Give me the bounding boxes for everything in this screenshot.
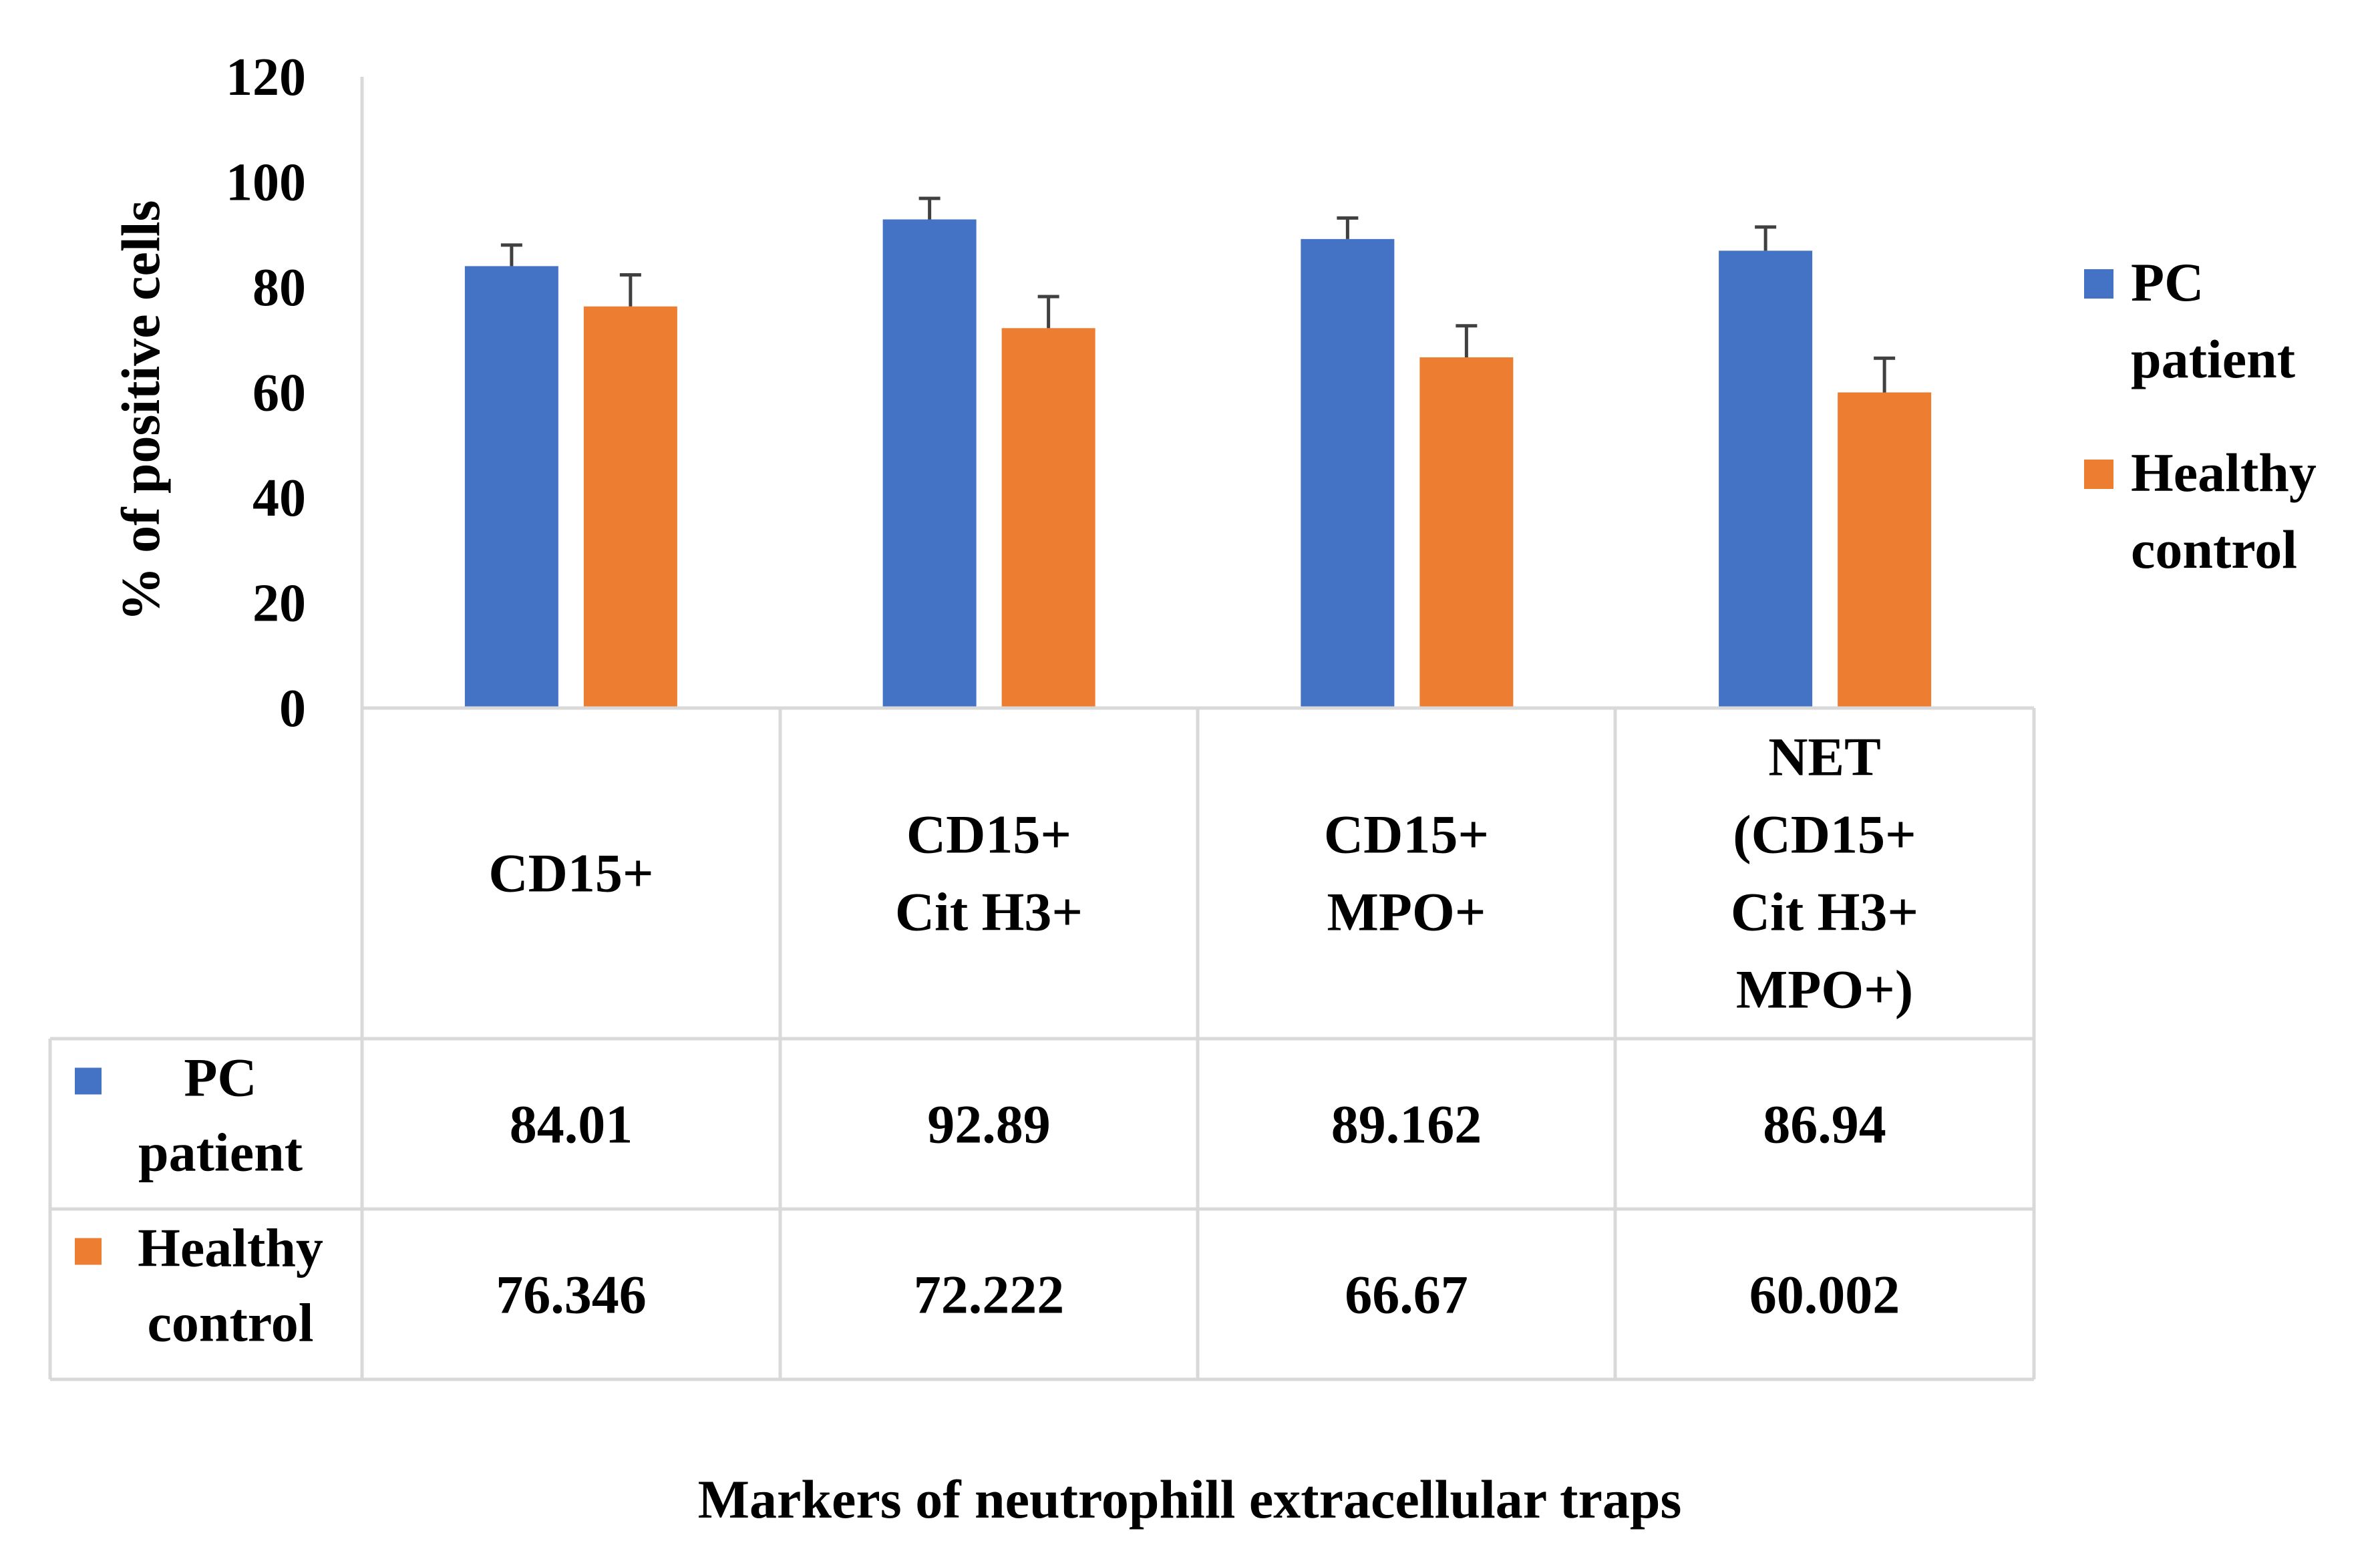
data-label: 92.89 xyxy=(927,1094,1051,1155)
category-label: (CD15+ xyxy=(1733,804,1916,865)
legend-label: patient xyxy=(2131,329,2295,389)
category-label: Cit H3+ xyxy=(1731,882,1918,942)
legend-label: control xyxy=(2131,519,2297,580)
table-row-label: control xyxy=(147,1292,313,1353)
bar xyxy=(1301,238,1395,708)
y-tick-label: 0 xyxy=(279,679,306,738)
table-legend-key xyxy=(75,1067,102,1095)
category-label: CD15+ xyxy=(1324,804,1489,865)
x-axis-label: Markers of neutrophill extracellular tra… xyxy=(698,1469,1682,1530)
legend: PC patient Healthy control xyxy=(2084,252,2317,580)
legend-label: PC xyxy=(2131,252,2204,313)
bar xyxy=(1419,357,1514,708)
y-tick-label: 60 xyxy=(252,364,306,423)
bar xyxy=(1838,392,1932,708)
table-row-label: Healthy xyxy=(138,1218,323,1278)
data-label: 72.222 xyxy=(914,1264,1065,1325)
legend-swatch xyxy=(2084,269,2113,299)
category-label: MPO+ xyxy=(1327,882,1486,942)
data-label: 66.67 xyxy=(1345,1264,1468,1325)
y-tick-label: 40 xyxy=(252,469,306,528)
data-label: 89.162 xyxy=(1331,1094,1482,1155)
category-label: MPO+) xyxy=(1736,959,1913,1020)
data-label: 86.94 xyxy=(1763,1094,1886,1155)
category-label: Cit H3+ xyxy=(895,882,1083,942)
y-tick-label: 80 xyxy=(252,258,306,317)
bars xyxy=(464,196,1932,709)
table-row-label: PC xyxy=(184,1047,257,1108)
y-tick-label: 120 xyxy=(226,48,306,107)
category-label: CD15+ xyxy=(906,804,1071,865)
legend-swatch xyxy=(2084,460,2113,489)
bar xyxy=(1719,250,1813,708)
bar xyxy=(464,266,558,708)
y-ticks: 0 20 40 60 80 100 120 xyxy=(226,48,306,738)
legend-label: Healthy xyxy=(2131,442,2317,503)
category-label: NET xyxy=(1768,727,1881,788)
bar xyxy=(882,219,977,709)
y-tick-label: 100 xyxy=(226,154,306,212)
data-label: 60.002 xyxy=(1749,1264,1900,1325)
table-row-label: patient xyxy=(138,1122,303,1183)
category-label: CD15+ xyxy=(488,843,653,904)
data-label: 76.346 xyxy=(496,1264,647,1325)
y-tick-label: 20 xyxy=(252,574,306,633)
data-label: 84.01 xyxy=(510,1094,633,1155)
data-table: CD15+ CD15+ Cit H3+ CD15+ MPO+ NET (CD15+ Cit H… xyxy=(48,706,2036,1381)
y-axis-label: % of positive cells xyxy=(110,200,171,622)
table-legend-key xyxy=(75,1238,102,1265)
bar xyxy=(1001,328,1095,709)
bar xyxy=(583,306,677,708)
